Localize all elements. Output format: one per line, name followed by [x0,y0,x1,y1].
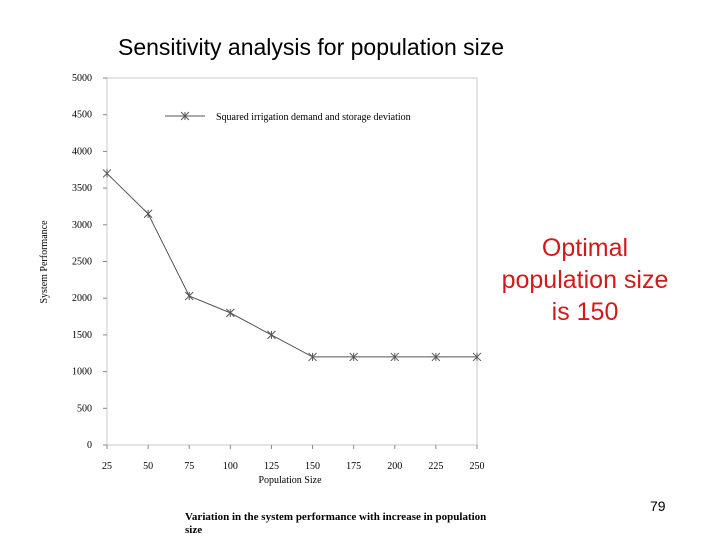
data-point [225,308,235,318]
x-axis-label: Population Size [258,475,322,486]
x-axis-ticks: 25 50 75 100 125 150 175 200 225 250 [102,445,485,472]
x-tick-label: 175 [346,461,361,472]
data-point [102,169,112,178]
y-tick-label: 4500 [72,110,92,121]
optimal-size-callout: Optimal population size is 150 [501,234,669,326]
data-point [390,352,400,362]
chart-legend: Squared irrigation demand and storage de… [165,111,411,123]
figure-caption: Variation in the system performance with… [185,511,487,536]
x-tick-label: 50 [143,461,153,472]
y-tick-label: 3000 [72,220,92,231]
data-point [184,291,194,301]
x-tick-label: 125 [264,461,279,472]
y-tick-label: 500 [77,403,92,414]
page-number: 79 [650,498,666,514]
data-point [267,330,276,340]
plot-frame [106,77,478,446]
y-tick-label: 1000 [72,367,92,378]
data-point [349,352,359,362]
series-line [106,173,477,358]
legend-label: Squared irrigation demand and storage de… [216,112,411,123]
y-axis-ticks: 0 500 1000 1500 2000 2500 3000 3500 4000 4500 5000 [72,73,107,451]
y-tick-label: 2500 [72,257,92,268]
x-tick-label: 200 [387,461,402,472]
data-point [431,352,441,362]
series-layer [102,169,482,362]
y-tick-label: 5000 [72,73,92,84]
y-tick-label: 0 [87,440,92,451]
slide-title: Sensitivity analysis for population size [118,34,505,60]
x-tick-label: 75 [184,461,194,472]
x-tick-label: 225 [428,461,443,472]
data-point [472,352,482,362]
data-point [143,209,153,219]
legend-marker [180,111,190,121]
data-point [308,352,317,362]
y-tick-label: 2000 [72,293,92,304]
y-tick-label: 3500 [72,183,92,194]
y-tick-label: 1500 [72,330,92,341]
x-tick-label: 100 [223,461,238,472]
x-tick-label: 250 [470,461,485,472]
chart-axes [106,77,478,446]
y-tick-label: 4000 [72,146,92,157]
x-tick-label: 150 [305,461,320,472]
x-tick-label: 25 [102,461,112,472]
y-axis-label: System Performance [39,220,50,304]
